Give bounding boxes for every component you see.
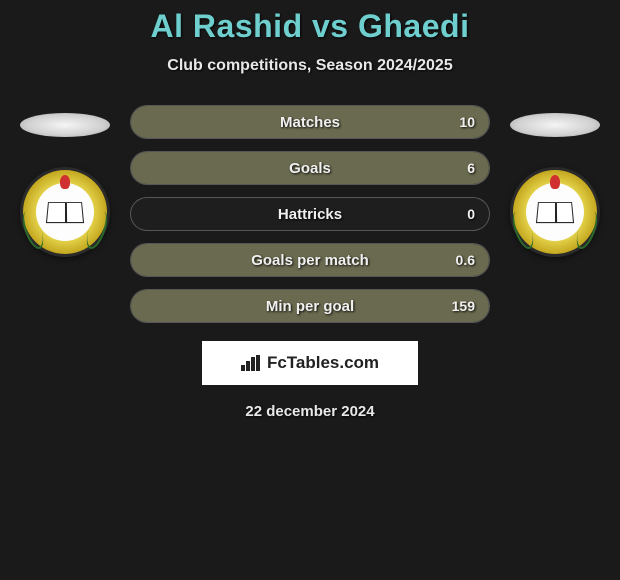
brand-watermark: FcTables.com <box>202 341 418 385</box>
stat-row: Hattricks 0 <box>130 197 490 231</box>
right-player-column <box>500 105 610 257</box>
stat-value-right: 0 <box>467 206 475 222</box>
date-line: 22 december 2024 <box>0 403 620 420</box>
stat-row: Goals per match 0.6 <box>130 243 490 277</box>
stat-value-right: 6 <box>467 160 475 176</box>
stat-row: Matches 10 <box>130 105 490 139</box>
right-player-avatar-placeholder <box>510 113 600 137</box>
stat-row: Goals 6 <box>130 151 490 185</box>
stat-label: Matches <box>280 114 340 131</box>
page-title: Al Rashid vs Ghaedi <box>0 8 620 45</box>
stat-label: Goals <box>289 160 331 177</box>
stat-value-right: 0.6 <box>456 252 475 268</box>
left-club-badge <box>20 167 110 257</box>
brand-chart-icon <box>241 355 261 371</box>
left-player-column <box>10 105 120 257</box>
stat-label: Min per goal <box>266 298 354 315</box>
stat-label: Goals per match <box>251 252 369 269</box>
left-player-avatar-placeholder <box>20 113 110 137</box>
main-area: Matches 10 Goals 6 Hattricks 0 Goals per match… <box>0 105 620 323</box>
subtitle: Club competitions, Season 2024/2025 <box>0 57 620 75</box>
stats-column: Matches 10 Goals 6 Hattricks 0 Goals per match… <box>130 105 490 323</box>
stat-label: Hattricks <box>278 206 342 223</box>
comparison-card: Al Rashid vs Ghaedi Club competitions, S… <box>0 0 620 420</box>
brand-text: FcTables.com <box>267 353 379 373</box>
stat-value-right: 159 <box>452 298 475 314</box>
right-club-badge <box>510 167 600 257</box>
stat-value-right: 10 <box>459 114 475 130</box>
stat-row: Min per goal 159 <box>130 289 490 323</box>
